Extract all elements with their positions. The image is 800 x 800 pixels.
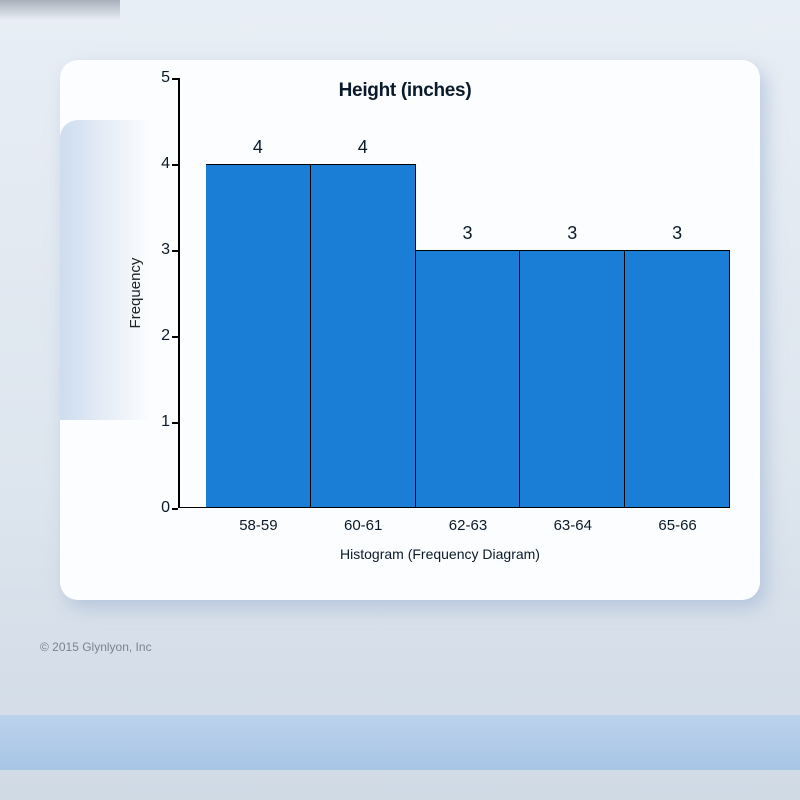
- bar-value-label: 3: [416, 223, 520, 244]
- histogram-bar: 4: [206, 164, 311, 508]
- bottom-strip: [0, 715, 800, 770]
- bars-group: 458-59460-61362-63363-64365-66: [206, 78, 730, 508]
- y-tick: [172, 336, 178, 338]
- bar-slot: 362-63: [416, 78, 521, 508]
- plot-wrap: Frequency 458-59460-61362-63363-64365-66…: [150, 78, 730, 508]
- x-axis-title: Histogram (Frequency Diagram): [150, 546, 730, 562]
- histogram-bar: 4: [311, 164, 416, 508]
- bar-value-label: 4: [206, 137, 310, 158]
- y-tick-label: 2: [148, 327, 170, 345]
- y-tick: [172, 422, 178, 424]
- y-tick: [172, 250, 178, 252]
- y-tick: [172, 508, 178, 510]
- bar-slot: 365-66: [625, 78, 730, 508]
- bar-slot: 460-61: [311, 78, 416, 508]
- top-edge-shadow: [0, 0, 120, 20]
- bar-slot: 458-59: [206, 78, 311, 508]
- x-tick-label: 62-63: [416, 517, 521, 534]
- x-tick-label: 63-64: [520, 517, 625, 534]
- copyright-text: © 2015 Glynlyon, Inc: [40, 640, 152, 654]
- plot-area: 458-59460-61362-63363-64365-66: [178, 78, 730, 508]
- histogram-bar: 3: [625, 250, 730, 508]
- y-axis-line: [178, 78, 180, 508]
- bar-value-label: 3: [520, 223, 624, 244]
- histogram-bar: 3: [520, 250, 625, 508]
- histogram-bar: 3: [416, 250, 521, 508]
- y-tick-label: 1: [148, 413, 170, 431]
- x-tick-label: 58-59: [206, 517, 311, 534]
- y-tick-label: 4: [148, 155, 170, 173]
- bar-value-label: 3: [625, 223, 729, 244]
- y-tick: [172, 78, 178, 80]
- x-axis-line: [178, 507, 730, 509]
- y-tick-label: 3: [148, 241, 170, 259]
- x-tick-label: 60-61: [311, 517, 416, 534]
- bar-slot: 363-64: [520, 78, 625, 508]
- y-tick-label: 0: [148, 499, 170, 517]
- chart-container: Height (inches) Frequency 458-59460-6136…: [60, 60, 760, 600]
- y-tick: [172, 164, 178, 166]
- y-axis-label: Frequency: [127, 258, 144, 329]
- y-tick-label: 5: [148, 69, 170, 87]
- bar-value-label: 4: [311, 137, 415, 158]
- x-tick-label: 65-66: [625, 517, 730, 534]
